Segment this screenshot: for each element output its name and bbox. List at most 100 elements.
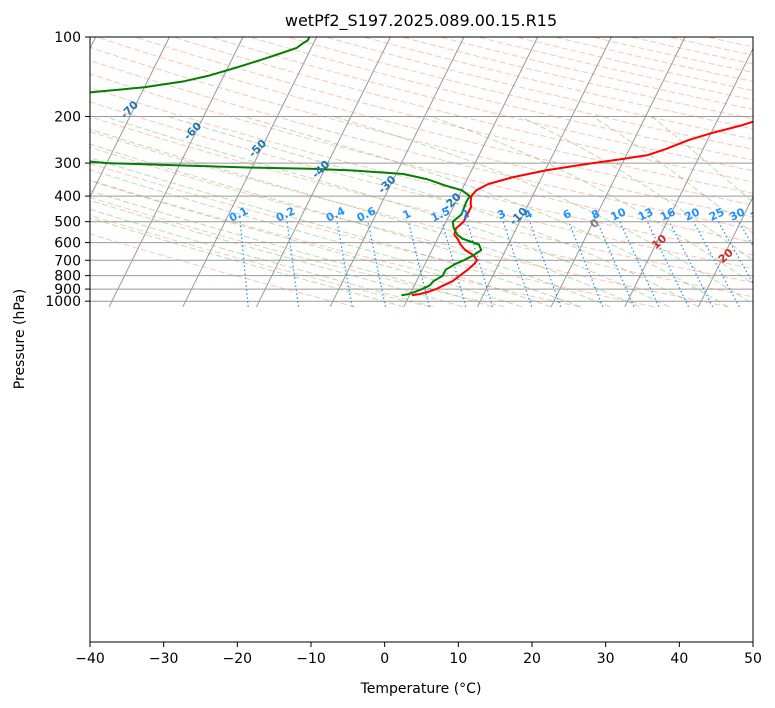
dry-adiabat-line <box>249 37 753 161</box>
mixing-ratio-line <box>407 221 430 307</box>
temperature-profile-line <box>411 120 753 297</box>
chart-title: wetPf2_S197.2025.089.00.15.R15 <box>285 11 557 31</box>
dry-adiabat-line <box>90 233 356 308</box>
mixing-ratio-label: 36 <box>748 205 768 224</box>
mixing-ratio-label: 30 <box>728 205 748 224</box>
mixing-ratio-label: 20 <box>682 205 702 224</box>
dry-adiabat-line <box>90 116 753 284</box>
x-tick-label: 40 <box>670 651 688 667</box>
isotherms <box>0 37 753 308</box>
isotherm-line <box>403 37 539 308</box>
x-tick-label: −20 <box>223 651 253 667</box>
moist-adiabat-line <box>104 116 670 308</box>
dry-adiabat-line <box>90 131 753 298</box>
y-tick-label: 100 <box>54 30 81 46</box>
mixing-ratio-line <box>646 221 690 308</box>
dewpoint-profile-line <box>90 37 483 297</box>
dry-adiabat-line <box>90 46 753 218</box>
dry-adiabat-line <box>90 179 580 308</box>
plot-frame <box>89 36 754 643</box>
x-axis-label: Temperature (°C) <box>360 681 482 697</box>
dry-adiabat-line <box>210 37 753 172</box>
mixing-ratio-line <box>466 221 494 307</box>
moist-adiabat-line <box>519 116 753 261</box>
y-tick-label: 200 <box>54 110 81 126</box>
x-tick-label: −30 <box>149 651 179 667</box>
moist-adiabat-line <box>90 143 611 308</box>
mixing-ratio-line <box>717 221 753 285</box>
moist-adiabat-line <box>90 169 552 308</box>
mixing-ratio-line <box>738 221 753 248</box>
mixing-ratio-line <box>336 221 353 307</box>
mixing-ratio-line <box>502 221 533 307</box>
dry-adiabat-label: -90 <box>0 60 13 83</box>
dry-adiabat-label: -80 <box>53 80 76 103</box>
x-tick-label: 50 <box>744 651 762 667</box>
sounding-series <box>90 37 753 297</box>
mixing-ratio-label: 3 <box>495 207 508 222</box>
y-tick-label: 800 <box>54 269 81 285</box>
y-tick-label: 1000 <box>45 294 81 310</box>
mixing-ratio-label: 1 <box>401 207 414 222</box>
dry-adiabat-line <box>96 37 753 206</box>
mixing-ratio-line <box>693 221 740 308</box>
isotherm-line <box>476 37 612 308</box>
moist-adiabat-line <box>90 199 463 308</box>
moist-adiabat-line <box>243 116 729 308</box>
dry-adiabat-line <box>287 37 753 150</box>
isotherm-line <box>90 37 97 50</box>
moist-adiabat-line <box>333 116 753 305</box>
isotherm-line <box>550 37 686 308</box>
x-tick-label: 30 <box>597 651 615 667</box>
moist-adiabat-line <box>651 116 753 203</box>
dry-adiabat-line <box>325 37 753 140</box>
mixing-ratio-lines <box>239 221 775 308</box>
moist-adiabat-line <box>90 128 640 308</box>
mixing-ratio-line <box>596 221 635 308</box>
dry-adiabat-line <box>134 37 753 194</box>
dry-adiabat-line <box>90 60 753 230</box>
dry-adiabat-line <box>90 101 753 270</box>
y-tick-label: 900 <box>54 282 81 298</box>
mixing-ratio-line <box>668 221 714 308</box>
isotherm-line <box>0 37 22 307</box>
plot-area: 0.10.20.40.611.52346810131620253036-100-… <box>0 37 775 308</box>
y-tick-label: 600 <box>54 236 81 252</box>
isotherm-line <box>697 195 753 308</box>
dry-adiabat-line <box>90 87 753 256</box>
mixing-ratio-line <box>760 222 775 307</box>
y-tick-label: 700 <box>54 253 81 269</box>
dry-adiabat-line <box>90 162 655 308</box>
x-axis-ticks: −40 −30 −20 −10 0 10 20 30 40 50 <box>75 642 762 667</box>
isotherm-line <box>108 37 244 308</box>
mixing-ratio-label: 25 <box>707 205 726 223</box>
mixing-ratio-line <box>367 221 386 307</box>
x-tick-label: −10 <box>296 651 326 667</box>
mixing-ratio-label: 13 <box>636 205 655 223</box>
dry-adiabat-line <box>363 37 753 130</box>
mixing-ratio-line <box>529 221 562 308</box>
x-tick-label: 0 <box>380 651 389 667</box>
isotherm-line <box>624 47 753 308</box>
mixing-ratio-label: 6 <box>561 207 574 222</box>
dry-adiabat-line <box>592 37 753 74</box>
x-tick-label: −40 <box>75 651 105 667</box>
moist-adiabat-line <box>90 190 493 308</box>
mixing-ratio-label: 16 <box>658 205 678 224</box>
moist-adiabats <box>90 116 753 308</box>
x-tick-label: 20 <box>523 651 541 667</box>
moist-adiabat-line <box>90 180 522 308</box>
dry-adiabat-line <box>90 214 431 308</box>
moist-adiabat-label: 20 <box>716 246 736 266</box>
dry-adiabat-line <box>172 37 753 183</box>
y-tick-label: 300 <box>54 156 81 172</box>
dry-adiabat-line <box>90 146 729 308</box>
moist-adiabat-line <box>90 157 581 308</box>
moist-adiabat-line <box>430 116 753 285</box>
y-tick-label: 500 <box>54 215 81 231</box>
mixing-ratio-line <box>568 221 604 308</box>
dry-adiabat-line <box>668 37 753 56</box>
isotherm-line <box>329 37 465 308</box>
